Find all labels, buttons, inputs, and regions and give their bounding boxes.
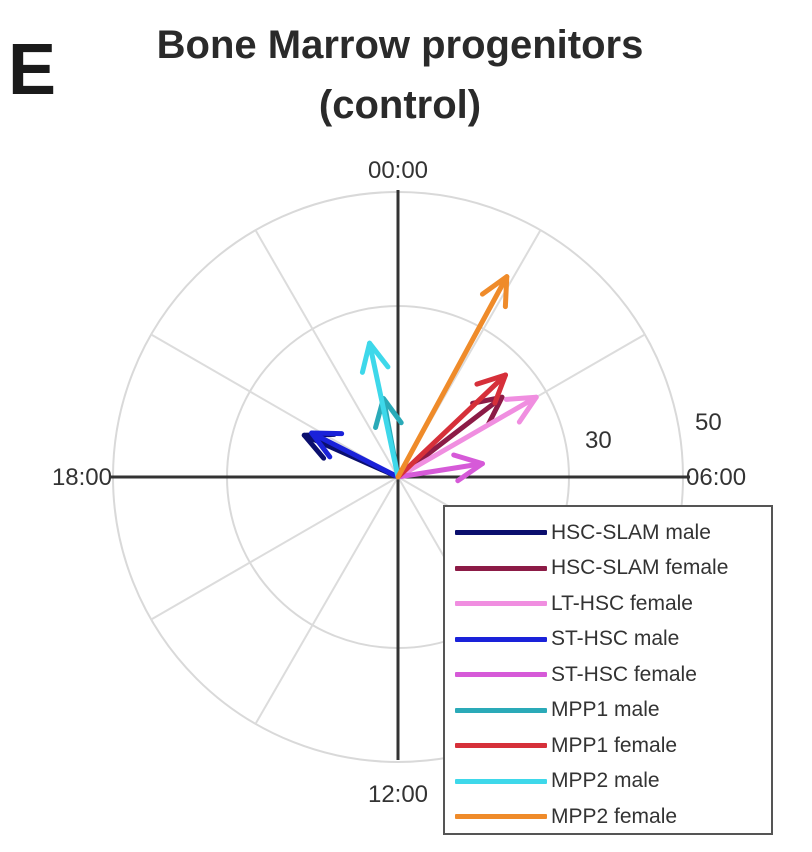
- angular-tick-label-18: 18:00: [52, 464, 112, 491]
- radial-tick-label-30: 30: [585, 427, 612, 454]
- legend-swatch: [455, 672, 547, 678]
- angular-tick-label-00: 00:00: [368, 157, 428, 184]
- chart-title-line-1: Bone Marrow progenitors: [156, 23, 644, 67]
- arrow-head: [479, 274, 510, 310]
- arrow-shaft: [309, 430, 401, 480]
- legend-swatch: [455, 530, 547, 536]
- axis-labels: 00:00 06:00 12:00 18:00 30 50: [52, 157, 746, 808]
- legend-item: MPP2 male: [445, 764, 771, 800]
- legend-swatch: [455, 636, 547, 642]
- legend-swatch: [455, 743, 547, 749]
- vector-arrow-mpp1-female: [395, 372, 509, 480]
- legend-item: MPP1 male: [445, 693, 771, 729]
- vector-arrow-st-hsc-female: [395, 452, 485, 484]
- arrow-shaft: [395, 274, 510, 480]
- vector-arrow-mpp2-male: [359, 340, 401, 480]
- spoke-line: [254, 476, 399, 725]
- vector-arrow-mpp2-female: [395, 274, 510, 480]
- legend-label: MPP1 female: [551, 733, 678, 757]
- arrow-shaft: [395, 372, 509, 480]
- legend-swatch: [455, 601, 547, 607]
- legend-label: ST-HSC female: [551, 662, 697, 686]
- legend-swatch: [455, 778, 547, 784]
- legend-label: MPP1 male: [551, 698, 660, 722]
- legend-item: LT-HSC female: [445, 586, 771, 622]
- chart-title-line-2: (control): [318, 83, 482, 127]
- arrow-head: [474, 372, 509, 406]
- legend-swatch: [455, 814, 547, 820]
- legend-label: HSC-SLAM male: [551, 520, 711, 544]
- legend-swatch: [455, 707, 547, 713]
- spoke-line: [254, 229, 399, 478]
- legend-label: MPP2 male: [551, 769, 660, 793]
- legend-item: HSC-SLAM male: [445, 515, 771, 551]
- legend-label: HSC-SLAM female: [551, 556, 729, 580]
- arrow-head: [470, 394, 505, 427]
- vector-arrow-st-hsc-male: [309, 430, 401, 480]
- radial-tick-label-50: 50: [695, 409, 722, 436]
- spoke-line: [150, 476, 399, 621]
- angular-tick-label-12: 12:00: [368, 781, 428, 808]
- legend: HSC-SLAM male HSC-SLAM female LT-HSC femal…: [443, 505, 773, 835]
- arrow-shaft: [395, 394, 539, 480]
- legend-item: HSC-SLAM female: [445, 551, 771, 587]
- legend-label: LT-HSC female: [551, 591, 693, 615]
- legend-swatch: [455, 565, 547, 571]
- legend-item: MPP2 female: [445, 799, 771, 835]
- arrow-head: [451, 452, 485, 484]
- legend-item: ST-HSC male: [445, 622, 771, 658]
- arrow-head: [309, 430, 345, 460]
- vector-arrow-lt-hsc-female: [395, 394, 539, 480]
- legend-item: ST-HSC female: [445, 657, 771, 693]
- angular-tick-label-06: 06:00: [686, 464, 746, 491]
- arrow-shaft: [395, 461, 485, 480]
- arrow-head: [359, 340, 391, 375]
- legend-label: ST-HSC male: [551, 627, 680, 651]
- arrow-shaft: [367, 340, 401, 480]
- panel-letter: E: [8, 30, 57, 110]
- legend-label: MPP2 female: [551, 804, 678, 828]
- legend-item: MPP1 female: [445, 728, 771, 764]
- vector-arrows: [301, 274, 539, 484]
- arrow-head: [503, 394, 539, 425]
